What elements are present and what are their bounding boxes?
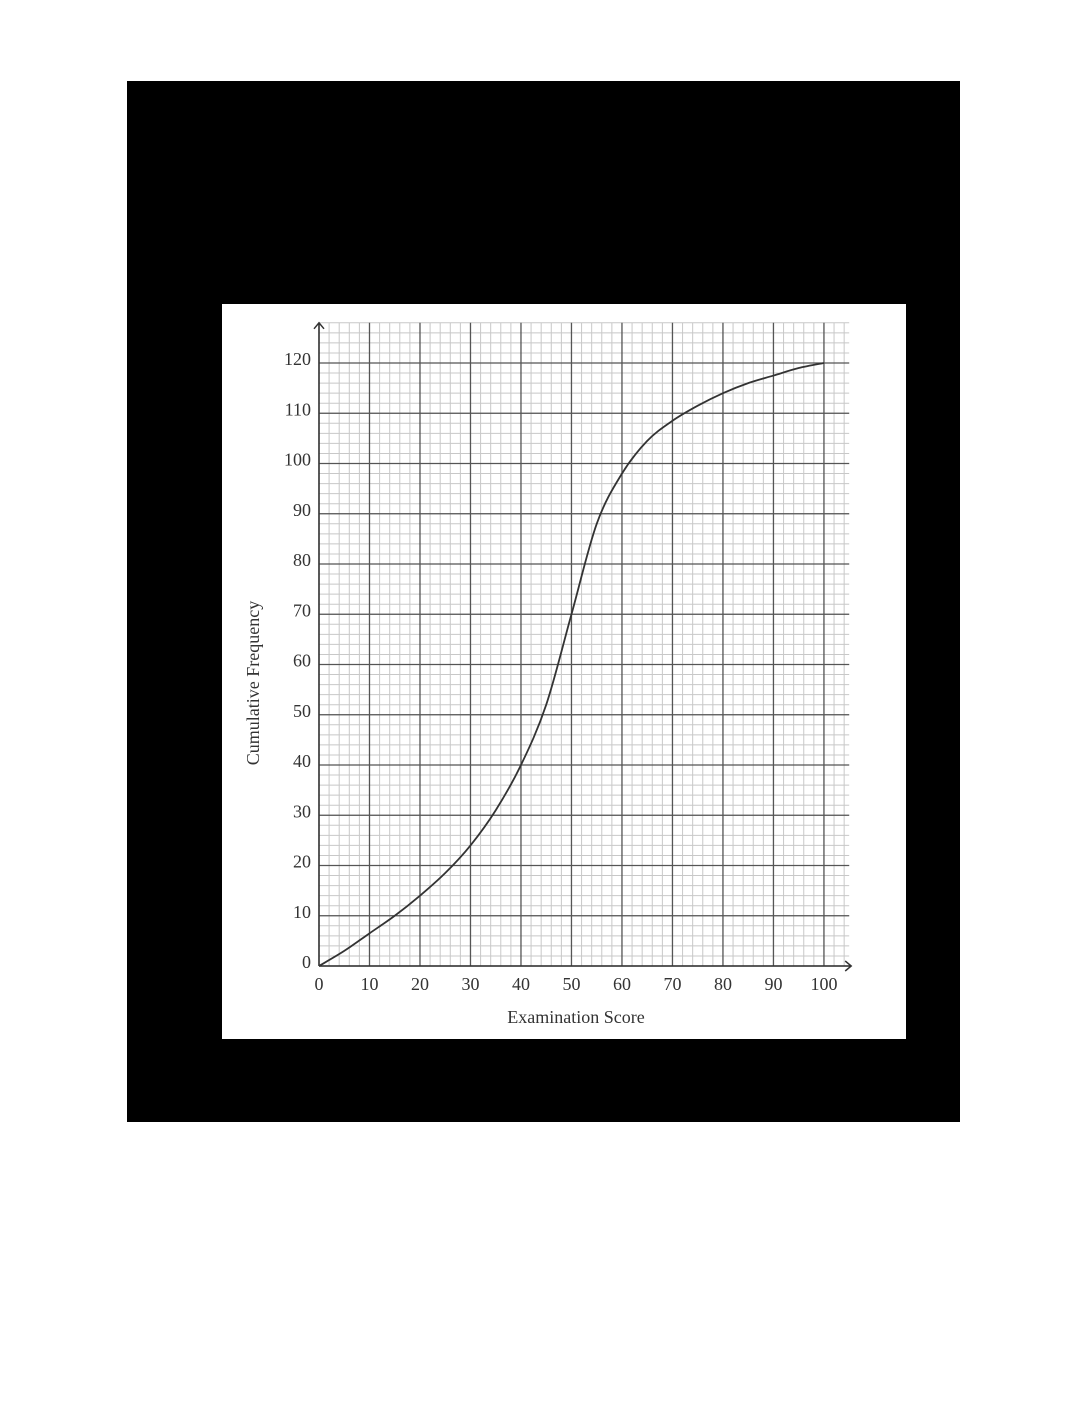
x-tick-label: 0 bbox=[315, 974, 324, 994]
x-axis-label: Examination Score bbox=[507, 1007, 644, 1027]
y-tick-label: 0 bbox=[302, 952, 311, 972]
y-tick-label: 70 bbox=[293, 600, 311, 620]
y-tick-label: 100 bbox=[284, 450, 311, 470]
y-tick-label: 10 bbox=[293, 902, 311, 922]
y-tick-label: 120 bbox=[284, 349, 311, 369]
x-tick-label: 80 bbox=[714, 974, 732, 994]
x-tick-label: 100 bbox=[810, 974, 837, 994]
y-axis bbox=[313, 321, 325, 966]
x-tick-label: 50 bbox=[562, 974, 580, 994]
y-tick-label: 30 bbox=[293, 801, 311, 821]
y-tick-label: 20 bbox=[293, 852, 311, 872]
curve bbox=[318, 362, 825, 967]
y-tick-label: 40 bbox=[293, 751, 311, 771]
x-tick-label: 10 bbox=[360, 974, 378, 994]
y-axis-label: Cumulative Frequency bbox=[243, 601, 263, 765]
y-tick-label: 60 bbox=[293, 651, 311, 671]
x-axis bbox=[319, 960, 853, 972]
y-tick-label: 50 bbox=[293, 701, 311, 721]
x-tick-label: 90 bbox=[764, 974, 782, 994]
chart-panel bbox=[222, 304, 906, 1039]
x-tick-label: 40 bbox=[512, 974, 530, 994]
x-tick-label: 20 bbox=[411, 974, 429, 994]
y-tick-label: 110 bbox=[285, 399, 311, 419]
x-tick-label: 60 bbox=[613, 974, 631, 994]
y-tick-label: 80 bbox=[293, 550, 311, 570]
y-tick-label: 90 bbox=[293, 500, 311, 520]
x-tick-label: 30 bbox=[461, 974, 479, 994]
x-tick-label: 70 bbox=[663, 974, 681, 994]
